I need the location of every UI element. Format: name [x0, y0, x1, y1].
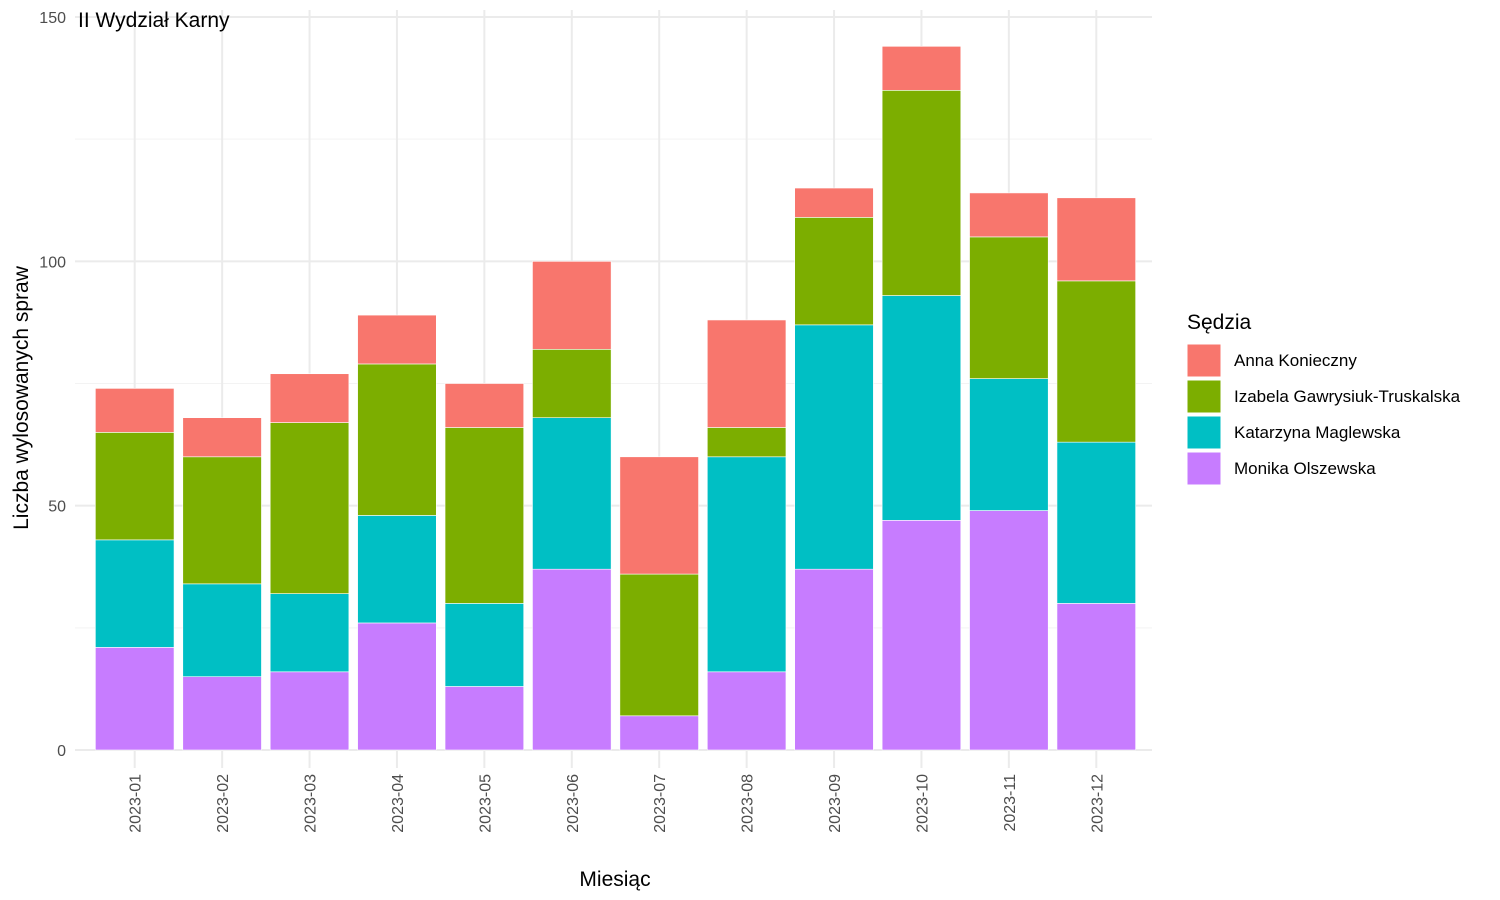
bar-segment [269, 422, 350, 594]
bar-segment [706, 456, 787, 673]
legend-label: Anna Konieczny [1234, 351, 1357, 370]
bar-segment [881, 90, 962, 296]
x-tick-label: 2023-08 [740, 774, 757, 833]
bar-segment [357, 622, 437, 751]
x-tick-label: 2023-05 [477, 774, 494, 833]
x-tick-label: 2023-04 [390, 774, 407, 833]
bar-segment [95, 432, 175, 541]
bar-segment [357, 515, 437, 624]
x-tick-label: 2023-06 [565, 774, 582, 833]
bar-segment [794, 568, 874, 751]
axis-layer: 0 50 100 150 2023-01 2023-02 2023-03 2023-04 202… [39, 10, 1106, 833]
bar-segment [794, 324, 874, 570]
legend-key [1186, 343, 1222, 378]
y-tick-label: 100 [39, 254, 66, 271]
chart-title: II Wydział Karny [78, 9, 230, 32]
y-axis-title: Liczba wylosowanych spraw [10, 265, 33, 530]
bar-segment [881, 520, 962, 751]
bar-segment [182, 417, 262, 458]
y-tick-label: 50 [48, 499, 66, 516]
bar-segment [95, 539, 175, 648]
legend-key [1186, 379, 1222, 414]
bar-segment [182, 676, 262, 751]
legend-label: Katarzyna Maglewska [1234, 423, 1401, 442]
legend-label: Izabela Gawrysiuk-Truskalska [1234, 387, 1461, 406]
bar-segment [969, 510, 1049, 751]
x-tick-label: 2023-07 [652, 774, 669, 833]
bar-segment [619, 573, 699, 717]
x-tick-label: 2023-03 [303, 774, 320, 833]
bar-segment [881, 46, 962, 91]
bar-segment [619, 456, 699, 575]
bar-segment [1056, 603, 1136, 751]
legend-key [1186, 451, 1222, 486]
bar-segment [969, 236, 1049, 379]
y-tick-label: 0 [57, 743, 66, 760]
bar-segment [1056, 441, 1136, 604]
bar-segment [357, 363, 437, 516]
bar-segment [444, 427, 525, 604]
legend-title: Sędzia [1187, 311, 1252, 334]
bar-segment [357, 314, 437, 365]
legend-label: Monika Olszewska [1234, 459, 1376, 478]
bar-segment [969, 378, 1049, 511]
bar-segment [794, 187, 874, 218]
bar-segment [706, 427, 787, 458]
x-axis-title: Miesiąc [579, 868, 650, 891]
bar-segment [182, 456, 262, 585]
bar-segment [969, 192, 1049, 238]
legend-key [1186, 415, 1222, 450]
x-tick-label: 2023-02 [215, 774, 232, 833]
x-tick-label: 2023-10 [914, 774, 931, 833]
bar-segment [444, 603, 525, 687]
bar-segment [881, 295, 962, 521]
bar-segment [532, 348, 612, 419]
bar-segment [269, 373, 350, 423]
bar-segment [706, 319, 787, 428]
bar-segment [1056, 197, 1136, 282]
bar-segment [794, 217, 874, 326]
legend: Sędzia Anna Konieczny Izabela Gawrysiuk-T… [1186, 311, 1461, 486]
bar-segment [444, 686, 525, 751]
bar-segment [95, 647, 175, 751]
bars-layer [95, 46, 1136, 751]
bar-segment [269, 671, 350, 751]
bar-segment [1056, 280, 1136, 443]
bar-segment [532, 417, 612, 570]
bar-segment [95, 388, 175, 433]
bar-segment [269, 593, 350, 673]
bar-segment [182, 583, 262, 677]
x-tick-label: 2023-09 [827, 774, 844, 833]
bar-segment [532, 568, 612, 751]
x-tick-label: 2023-11 [1002, 774, 1019, 832]
bar-segment [532, 261, 612, 350]
y-tick-label: 150 [39, 10, 66, 27]
x-tick-label: 2023-12 [1089, 774, 1106, 833]
bar-segment [706, 671, 787, 751]
x-tick-label: 2023-01 [128, 774, 145, 833]
bar-segment [619, 715, 699, 751]
bar-segment [444, 383, 525, 428]
